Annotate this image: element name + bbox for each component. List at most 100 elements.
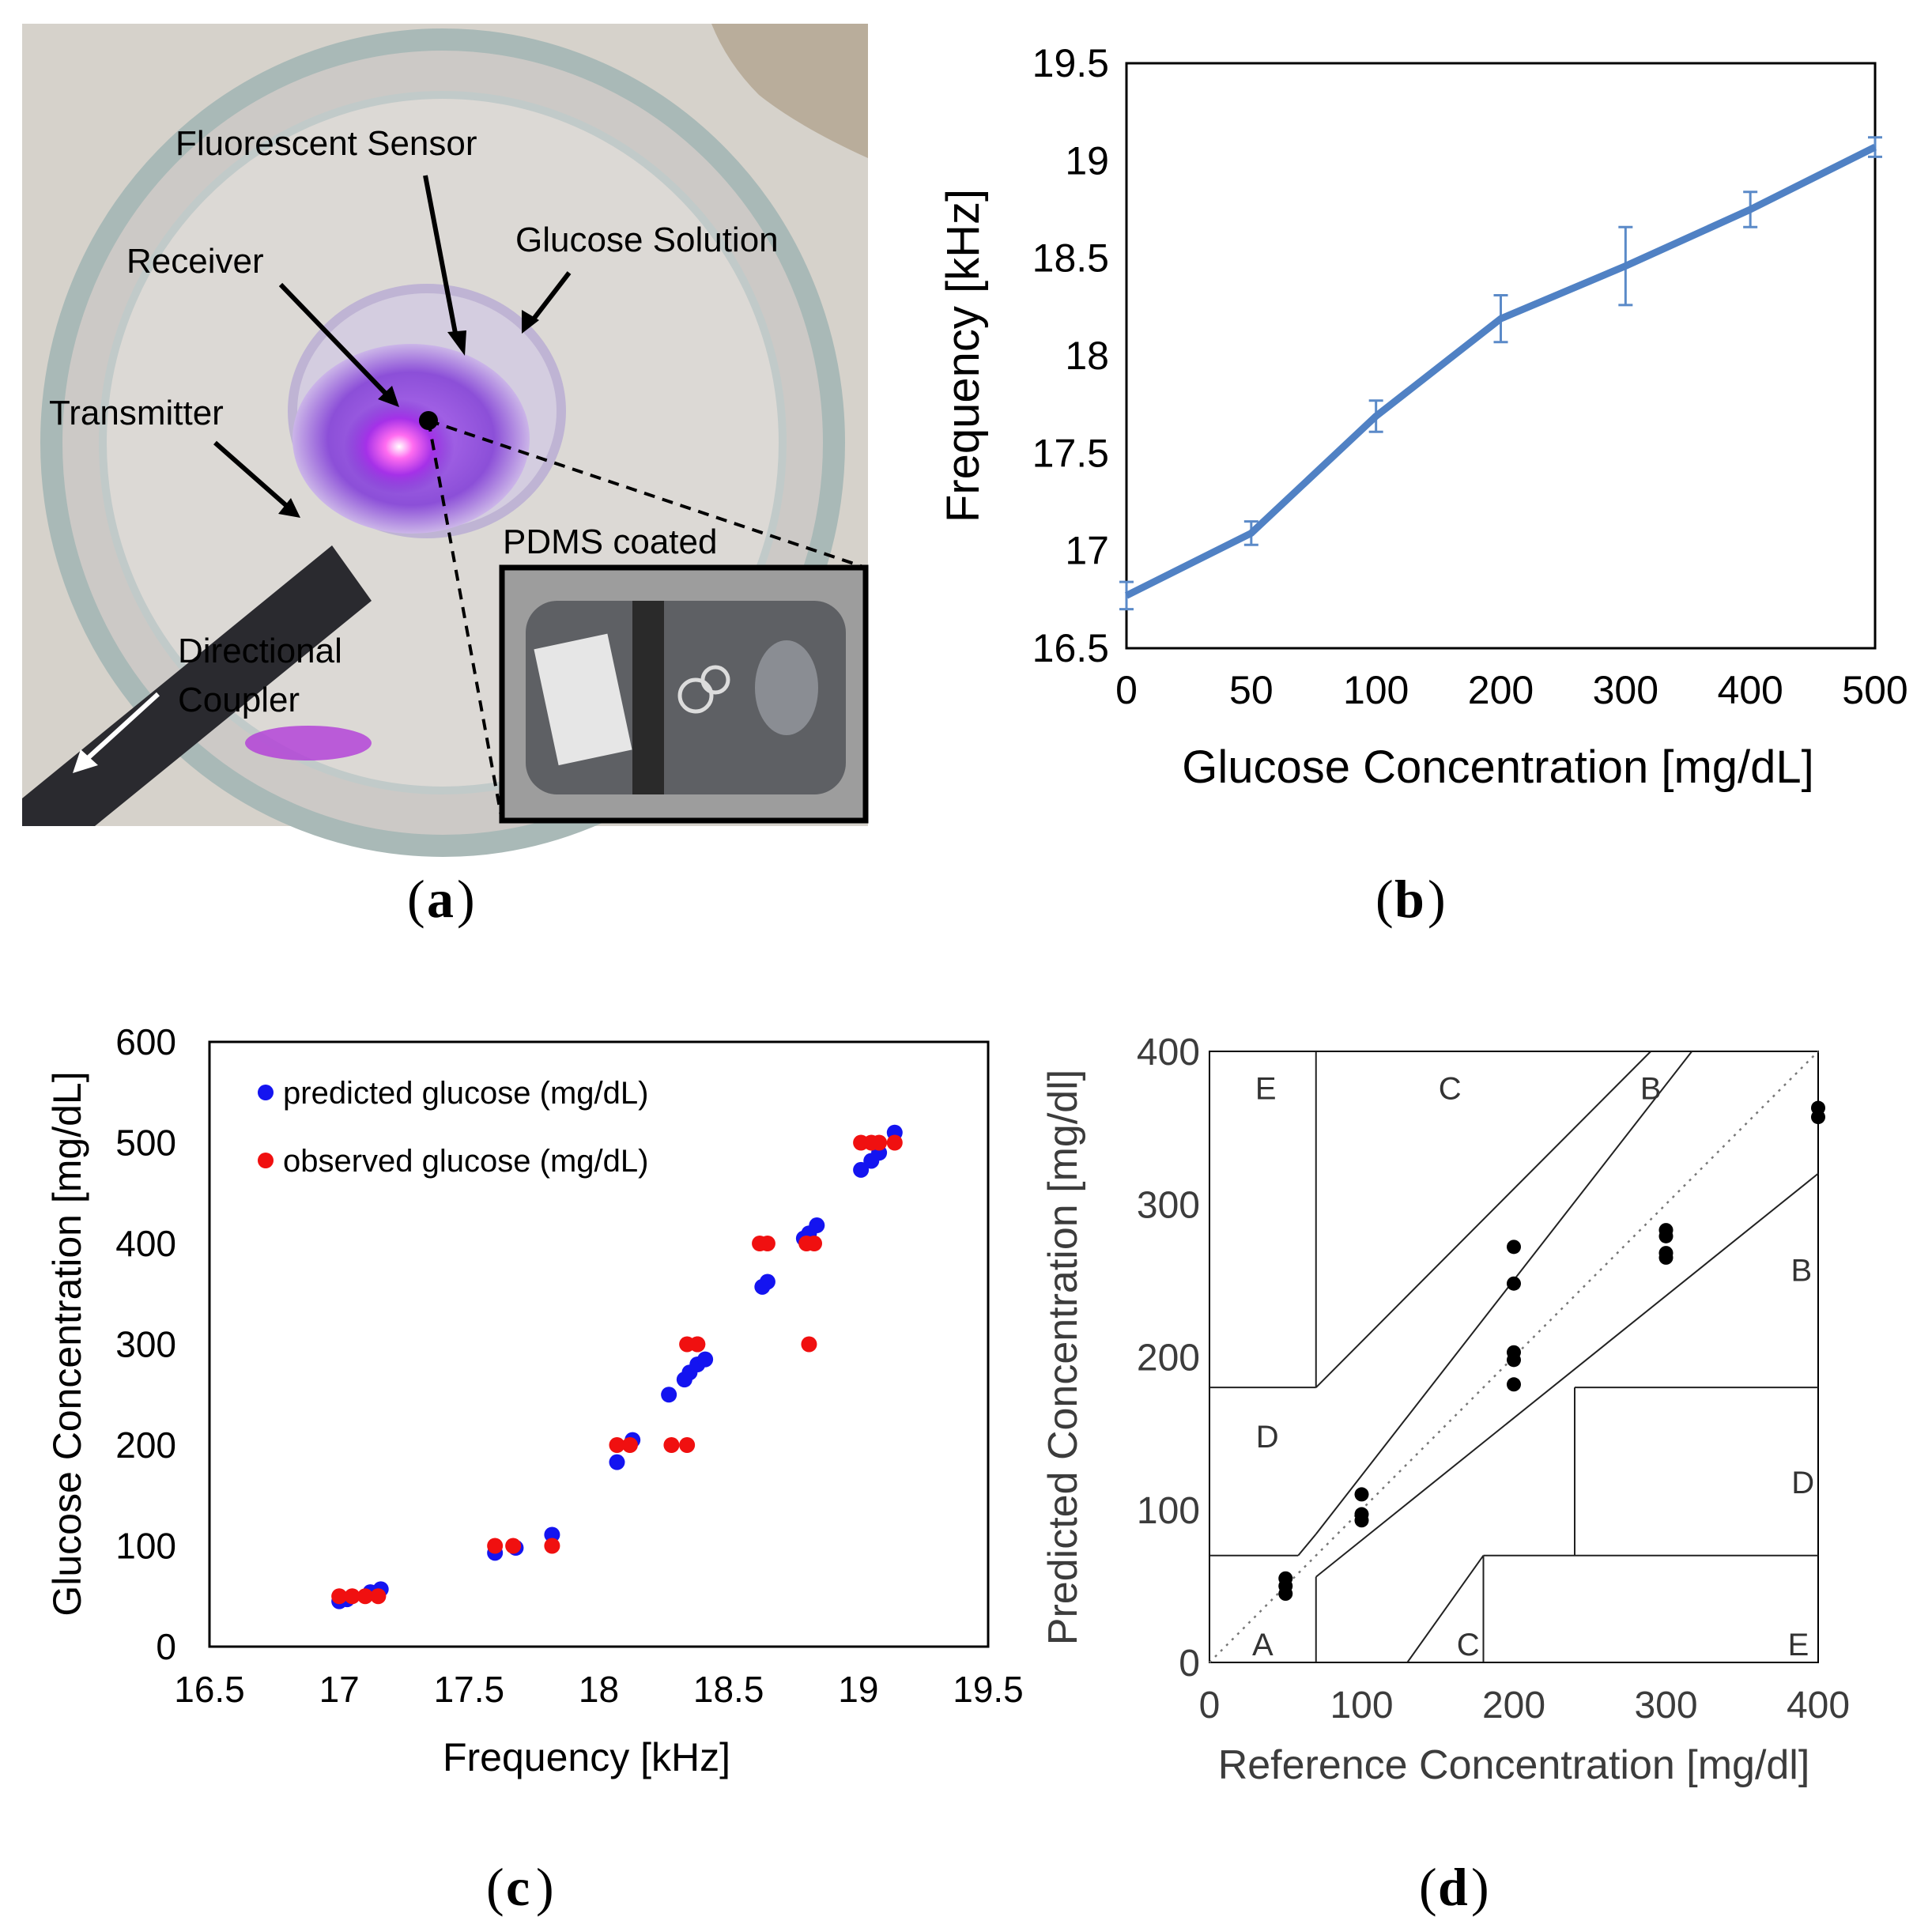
chart-d: 0 100 200 300 400 0 100 200 300 400 A B B C C D D E E Re… (1040, 1032, 1850, 1788)
observed-point (621, 1437, 638, 1453)
caption-b: b (1394, 869, 1424, 929)
chart-b-x-tick-label: 500 (1842, 668, 1907, 712)
chart-c-y-tick-label: 300 (115, 1324, 176, 1365)
caption-d: d (1438, 1857, 1468, 1917)
chart-d-zone-labels: A B B C C D D E E (1252, 1071, 1814, 1662)
chart-b-x-tick-label: 0 (1115, 668, 1138, 712)
legend-label-observed: observed glucose (mg/dL) (283, 1144, 648, 1179)
label-fluorescent-sensor: Fluorescent Sensor (175, 124, 477, 163)
chart-d-y-tick-label: 300 (1137, 1184, 1200, 1226)
chart-d-y-tick-label: 0 (1179, 1643, 1200, 1685)
caption-b-close: ) (1428, 869, 1446, 929)
callout-dash-2 (428, 419, 866, 569)
chart-b-x-tick-labels: 0 50 100 200 300 400 500 (1115, 668, 1908, 712)
caption-c: c (506, 1857, 530, 1917)
caption-d-open: ( (1419, 1857, 1437, 1917)
chart-b-y-tick-label: 16.5 (1032, 626, 1109, 670)
label-receiver: Receiver (126, 242, 264, 281)
predicted-point (544, 1526, 560, 1543)
observed-point (871, 1134, 888, 1151)
arrow-glucose-solution (527, 271, 572, 326)
caption-d-close: ) (1471, 1857, 1489, 1917)
zone-boundary-line (1315, 1172, 1819, 1578)
chart-b-y-tick-label: 19 (1065, 138, 1109, 183)
chart-c-x-tick-labels: 16.5 17 17.5 18 18.5 19 19.5 (174, 1669, 1024, 1710)
zone-label: A (1252, 1628, 1274, 1662)
label-transmitter: Transmitter (49, 394, 224, 432)
label-directional: Directional (178, 632, 342, 670)
predicted-point (853, 1161, 870, 1178)
chart-c-y-tick-label: 100 (115, 1526, 176, 1567)
caption-c-close: ) (536, 1857, 554, 1917)
zone-label: D (1256, 1420, 1279, 1455)
arrow-head (522, 310, 539, 334)
chart-b-y-tick-label: 19.5 (1032, 41, 1109, 85)
chart-b-x-tick-label: 50 (1229, 668, 1274, 712)
chart-d-marks (1278, 1100, 1825, 1602)
observed-point (886, 1134, 903, 1151)
zone-label: B (1640, 1071, 1662, 1106)
zone-label: C (1439, 1071, 1462, 1106)
observed-point (331, 1588, 348, 1605)
observed-point (505, 1538, 522, 1554)
chart-c-x-tick-label: 18 (579, 1669, 619, 1710)
chart-c-x-axis-label: Frequency [kHz] (443, 1735, 730, 1779)
caption-a: a (427, 869, 454, 929)
chart-c-x-tick-label: 17.5 (434, 1669, 505, 1710)
observed-point (609, 1437, 625, 1453)
chart-c-y-tick-label: 200 (115, 1424, 176, 1466)
chart-c-y-tick-labels: 0 100 200 300 400 500 600 (115, 1021, 176, 1667)
pdms-inset-ring (700, 665, 730, 695)
data-point (1507, 1353, 1521, 1368)
predicted-point (697, 1351, 714, 1368)
predicted-point (609, 1454, 625, 1470)
data-point (1354, 1487, 1369, 1502)
legend-marker-observed (258, 1153, 274, 1168)
arrow-heads (278, 310, 539, 518)
chart-d-y-tick-label: 100 (1137, 1490, 1200, 1532)
pdms-inset-ring (677, 677, 714, 714)
data-point (1354, 1513, 1369, 1528)
arrow-directional-coupler (85, 692, 160, 761)
chart-c-marks (331, 1124, 903, 1609)
chart-b-x-tick-label: 100 (1343, 668, 1409, 712)
zone-label: C (1457, 1628, 1480, 1662)
chart-b-x-tick-label: 300 (1593, 668, 1658, 712)
observed-point (487, 1538, 504, 1554)
callout-arrows (213, 175, 572, 510)
arrow-head (447, 330, 466, 356)
chart-d-plot-frame (1209, 1051, 1819, 1663)
panel-captions: ( a ) ( b ) ( c ) ( d ) (407, 869, 1489, 1917)
data-point (1658, 1250, 1674, 1265)
chart-d-x-tick-label: 400 (1787, 1685, 1850, 1726)
observed-point (344, 1588, 360, 1605)
observed-point (759, 1236, 775, 1251)
chart-c-x-tick-label: 19.5 (953, 1669, 1024, 1710)
predicted-point (759, 1274, 775, 1290)
chart-d-x-tick-label: 300 (1634, 1685, 1697, 1726)
chart-b-y-tick-label: 17 (1065, 529, 1109, 573)
chart-b-y-tick-label: 17.5 (1032, 431, 1109, 475)
panel-a: Fluorescent Sensor Glucose Solution Rece… (22, 24, 869, 857)
chart-d-x-tick-label: 0 (1199, 1685, 1221, 1726)
chart-d-x-tick-label: 200 (1482, 1685, 1545, 1726)
chart-c-y-axis-label: Glucose Concentration [mg/dL] (45, 1071, 89, 1616)
zone-label: D (1791, 1466, 1814, 1500)
chart-c-x-tick-label: 18.5 (693, 1669, 764, 1710)
purple-reflection (245, 726, 372, 760)
pdms-inset-chip (534, 633, 632, 766)
zone-boundary-line (1297, 1534, 1317, 1557)
chart-b-x-tick-label: 400 (1717, 668, 1783, 712)
data-point (1658, 1228, 1674, 1243)
chart-b-y-tick-label: 18 (1065, 334, 1109, 378)
stain-shape (711, 24, 868, 158)
chart-c-plot-frame (208, 1040, 990, 1648)
observed-point (689, 1336, 706, 1353)
chart-c-y-tick-label: 500 (115, 1123, 176, 1164)
observed-point (357, 1588, 373, 1605)
caption-b-open: ( (1375, 869, 1394, 929)
label-glucose-solution: Glucose Solution (515, 221, 779, 259)
zone-boundary-line (1315, 1051, 1693, 1535)
chart-b-y-axis-label: Frequency [kHz] (938, 189, 989, 523)
